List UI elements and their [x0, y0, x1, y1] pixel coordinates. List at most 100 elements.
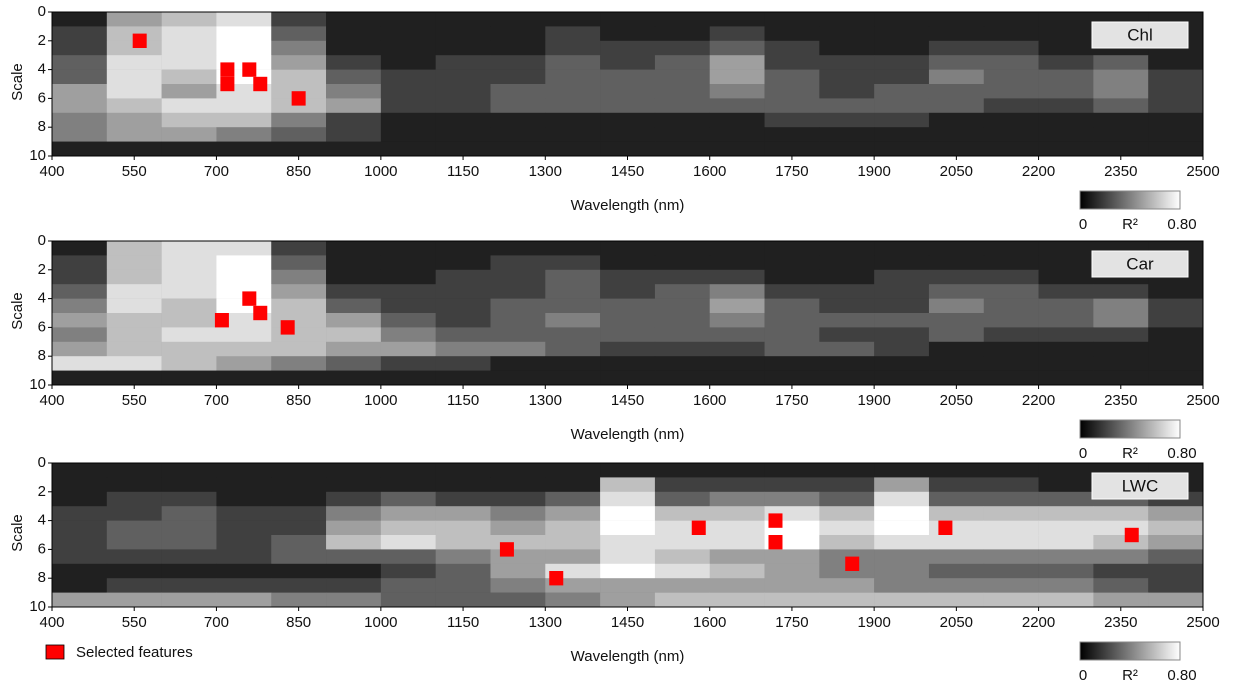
heat-cell [435, 506, 491, 521]
x-tick-label: 850 [286, 614, 311, 631]
heat-cell [52, 327, 108, 343]
heat-cell [271, 491, 327, 507]
heat-cell [490, 535, 546, 550]
heat-cell [216, 520, 272, 536]
heat-cell [545, 549, 601, 565]
heat-cell [600, 55, 656, 70]
heat-cell [874, 506, 930, 521]
heat-cell [435, 298, 491, 314]
heat-cell [216, 141, 272, 157]
heat-cell [161, 341, 217, 357]
heat-cell [654, 241, 711, 256]
heat-cell [545, 84, 601, 99]
heat-cell [709, 241, 765, 256]
heat-cell [654, 55, 711, 70]
heat-cell [983, 255, 1039, 271]
heat-cell [106, 370, 162, 386]
heat-cell [928, 370, 985, 386]
heat-cell [380, 141, 436, 157]
selected-feature [214, 313, 229, 328]
heat-cell [928, 592, 985, 608]
selected-feature [220, 76, 235, 92]
heat-cell [819, 578, 875, 593]
heat-cell [1038, 40, 1094, 56]
heat-cell [1038, 69, 1094, 85]
heat-cell [326, 578, 382, 593]
heat-cell [271, 40, 327, 56]
y-tick-label: 8 [38, 347, 46, 364]
x-tick-label: 1750 [775, 614, 808, 631]
heat-cell [600, 313, 656, 328]
heat-cell [1093, 327, 1149, 343]
heat-cell [819, 241, 875, 256]
heat-cell [106, 127, 162, 142]
heat-cell [709, 269, 765, 285]
heat-cell [819, 506, 875, 521]
heat-cell [874, 327, 930, 343]
heat-cell [983, 592, 1039, 608]
heat-cell [106, 327, 162, 343]
heat-cell [1038, 313, 1094, 328]
colorbar-tick-label: 0 [1079, 667, 1087, 684]
heat-cell [600, 69, 656, 85]
x-tick-label: 2200 [1022, 163, 1055, 180]
heat-cell [435, 26, 491, 42]
x-tick-label: 2500 [1186, 163, 1219, 180]
heat-cell [545, 327, 601, 343]
heat-cell [380, 563, 436, 579]
heat-cell [161, 84, 217, 99]
heat-cell [545, 269, 601, 285]
heat-cell [1038, 563, 1094, 579]
heat-cell [216, 112, 272, 128]
heat-cell [271, 241, 327, 256]
heat-cell [52, 84, 108, 99]
heat-cell [654, 463, 711, 478]
heat-cell [326, 463, 382, 478]
selected-feature [499, 542, 514, 557]
heat-cell [216, 477, 272, 493]
heat-cell [1038, 284, 1094, 299]
heat-cell [52, 463, 108, 478]
heat-cell [764, 578, 820, 593]
heat-cell [1038, 356, 1094, 371]
heat-cell [1038, 370, 1094, 386]
heat-cell [983, 520, 1039, 536]
heat-cell [271, 313, 327, 328]
heat-cell [161, 26, 217, 42]
heat-cell [1038, 241, 1094, 256]
heat-cell [983, 298, 1039, 314]
heat-cell [874, 40, 930, 56]
y-tick-label: 0 [38, 232, 46, 249]
heat-cell [435, 55, 491, 70]
heat-cell [1093, 592, 1149, 608]
heat-cell [928, 491, 985, 507]
colorbar-label: R² [1122, 445, 1138, 462]
x-tick-label: 2050 [940, 614, 973, 631]
heat-cell [709, 84, 765, 99]
heat-cell [709, 284, 765, 299]
y-tick-label: 6 [38, 89, 46, 106]
heat-cell [928, 477, 985, 493]
y-axis-label: Scale [9, 63, 26, 101]
heat-cell [983, 477, 1039, 493]
heat-cell [1038, 255, 1094, 271]
heat-cell [654, 535, 711, 550]
heat-cell [490, 491, 546, 507]
heat-cell [161, 112, 217, 128]
heat-cell [271, 341, 327, 357]
heat-cell [764, 55, 820, 70]
heat-cell [106, 463, 162, 478]
heat-cell [435, 69, 491, 85]
heat-cell [1038, 55, 1094, 70]
heat-cell [380, 98, 436, 114]
heat-cell [928, 127, 985, 142]
heat-cell [52, 141, 108, 157]
heat-cell [545, 506, 601, 521]
heat-cell [1148, 141, 1204, 157]
heat-cell [326, 255, 382, 271]
heat-cell [709, 535, 765, 550]
y-axis-label: Scale [9, 292, 26, 330]
heat-cell [928, 255, 985, 271]
heat-cell [490, 477, 546, 493]
